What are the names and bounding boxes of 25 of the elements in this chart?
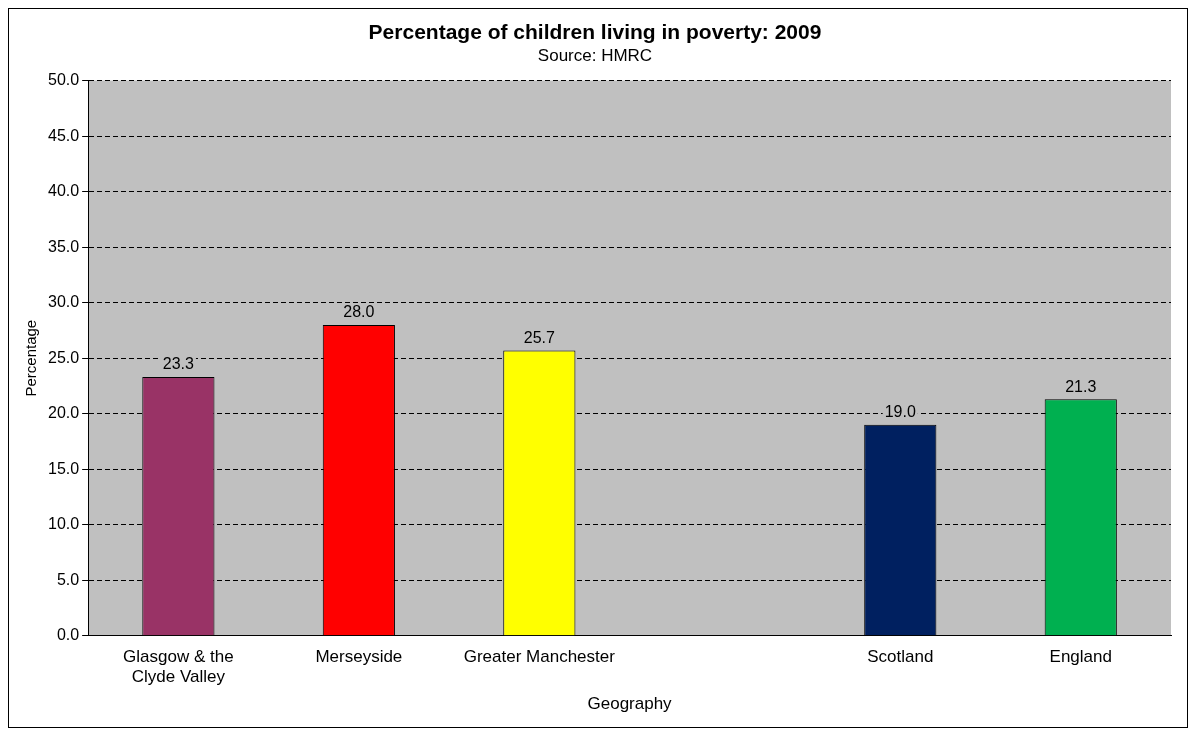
y-tick-label: 35.0 — [48, 237, 80, 255]
y-tick-label: 50.0 — [48, 71, 80, 89]
y-tick-label: 5.0 — [56, 570, 80, 588]
x-tick-label: Scotland — [867, 646, 934, 666]
y-tick-label: 45.0 — [48, 126, 80, 144]
x-tick-label: Glasgow & the Clyde Valley — [123, 646, 234, 687]
x-axis-title: Geography — [587, 694, 673, 714]
y-tick-label: 15.0 — [48, 459, 80, 477]
data-label: 28.0 — [343, 303, 375, 321]
x-tick-label: England — [1049, 646, 1112, 666]
data-label: 23.3 — [162, 355, 195, 373]
y-tick-label: 10.0 — [48, 515, 80, 533]
y-tick-label: 25.0 — [48, 348, 80, 366]
data-label: 25.7 — [523, 328, 555, 346]
data-label: 21.3 — [1065, 377, 1097, 395]
chart-subtitle: Source: HMRC — [537, 46, 653, 66]
chart-title: Percentage of children living in poverty: 2009 — [368, 20, 822, 44]
y-axis-title: Percentage — [22, 319, 40, 397]
y-tick-label: 0.0 — [56, 626, 80, 644]
data-label: 19.0 — [884, 403, 916, 421]
x-tick-label: Greater Manchester — [463, 646, 616, 666]
x-tick-label: Merseyside — [315, 646, 403, 666]
y-tick-label: 20.0 — [48, 404, 80, 422]
y-tick-label: 40.0 — [48, 182, 80, 200]
y-tick-label: 30.0 — [48, 293, 80, 311]
